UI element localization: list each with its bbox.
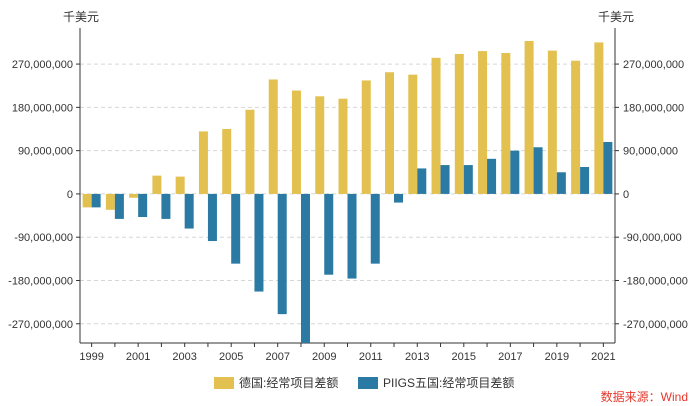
bar-piigs-2021 <box>603 141 613 194</box>
y-tick-label-right: 270,000,000 <box>623 59 684 71</box>
legend-label-piigs: PIIGS五国:经常项目差额 <box>383 376 515 390</box>
bar-piigs-2015 <box>463 165 473 194</box>
x-tick-label-2009: 2009 <box>312 351 336 363</box>
x-tick-label-2019: 2019 <box>545 351 569 363</box>
x-tick-label-2021: 2021 <box>591 351 615 363</box>
bar-piigs-2003 <box>184 193 194 229</box>
x-tick-label-2017: 2017 <box>498 351 522 363</box>
x-tick-label-1999: 1999 <box>79 351 103 363</box>
bar-piigs-2013 <box>417 168 427 194</box>
bar-germany-2010 <box>338 98 348 194</box>
bar-germany-1999 <box>82 193 92 208</box>
bar-germany-2016 <box>478 51 488 194</box>
bar-germany-2009 <box>315 96 325 194</box>
bar-piigs-2009 <box>324 193 334 275</box>
bar-piigs-2007 <box>277 193 287 315</box>
x-tick-label-2003: 2003 <box>172 351 196 363</box>
y-tick-label-left: 0 <box>67 189 73 201</box>
bar-piigs-2018 <box>533 147 543 194</box>
bar-piigs-1999 <box>91 193 101 208</box>
bar-piigs-2001 <box>138 193 148 217</box>
bar-piigs-2002 <box>161 193 171 219</box>
bar-germany-2011 <box>361 80 371 194</box>
x-tick-label-2011: 2011 <box>359 351 383 363</box>
bar-germany-2021 <box>594 42 604 194</box>
bar-piigs-2017 <box>510 150 520 194</box>
y-tick-label-left: 270,000,000 <box>12 59 73 71</box>
y-axis-unit-right: 千美元 <box>598 10 635 24</box>
bar-germany-2004 <box>198 131 208 194</box>
bar-piigs-2000 <box>114 193 124 219</box>
legend-item-germany[interactable]: 德国:经常项目差额 <box>214 374 338 391</box>
bar-germany-2018 <box>524 40 534 194</box>
y-tick-label-right: -270,000,000 <box>623 319 688 331</box>
bar-germany-2007 <box>268 79 278 194</box>
bar-piigs-2010 <box>347 193 357 279</box>
y-tick-label-right: 90,000,000 <box>623 146 678 158</box>
legend-label-germany: 德国:经常项目差额 <box>239 376 339 390</box>
bar-piigs-2004 <box>207 193 217 242</box>
bar-germany-2014 <box>431 57 441 194</box>
bar-germany-2015 <box>454 53 464 194</box>
bar-piigs-2008 <box>300 193 310 343</box>
legend-swatch-piigs <box>358 376 378 389</box>
y-tick-label-right: -180,000,000 <box>623 275 688 287</box>
y-tick-label-left: -180,000,000 <box>8 275 73 287</box>
bar-germany-2019 <box>547 50 557 194</box>
legend: 德国:经常项目差额 PIIGS五国:经常项目差额 <box>0 374 700 390</box>
x-tick-label-2001: 2001 <box>126 351 150 363</box>
bar-germany-2008 <box>291 90 301 194</box>
y-tick-label-left: 180,000,000 <box>12 102 73 114</box>
legend-swatch-germany <box>214 376 234 389</box>
bar-piigs-2006 <box>254 193 264 292</box>
bar-germany-2020 <box>571 60 581 194</box>
x-tick-label-2007: 2007 <box>265 351 289 363</box>
bar-germany-2005 <box>222 128 232 194</box>
y-tick-label-right: 0 <box>623 189 629 201</box>
bar-piigs-2014 <box>440 165 450 194</box>
y-tick-label-left: -270,000,000 <box>8 319 73 331</box>
bar-piigs-2020 <box>580 166 590 194</box>
bar-piigs-2005 <box>231 193 241 264</box>
legend-item-piigs[interactable]: PIIGS五国:经常项目差额 <box>358 374 514 391</box>
bar-germany-2013 <box>408 74 418 194</box>
bar-germany-2017 <box>501 53 511 194</box>
bar-germany-2012 <box>385 72 395 194</box>
data-source-note: 数据来源：Wind <box>600 390 688 404</box>
x-tick-label-2013: 2013 <box>405 351 429 363</box>
y-tick-label-right: -90,000,000 <box>623 232 682 244</box>
y-tick-label-right: 180,000,000 <box>623 102 684 114</box>
bar-piigs-2012 <box>394 193 404 203</box>
x-tick-label-2005: 2005 <box>219 351 243 363</box>
bar-piigs-2011 <box>370 193 380 264</box>
bar-piigs-2016 <box>487 158 497 194</box>
bar-germany-2002 <box>152 175 162 194</box>
bar-germany-2006 <box>245 109 255 194</box>
bar-germany-2000 <box>105 193 115 210</box>
y-axis-unit-left: 千美元 <box>63 10 100 24</box>
y-tick-label-left: -90,000,000 <box>14 232 73 244</box>
bar-germany-2003 <box>175 176 185 194</box>
bar-germany-2001 <box>129 193 139 198</box>
bar-piigs-2019 <box>556 172 566 194</box>
y-tick-label-left: 90,000,000 <box>18 146 73 158</box>
x-tick-label-2015: 2015 <box>452 351 476 363</box>
